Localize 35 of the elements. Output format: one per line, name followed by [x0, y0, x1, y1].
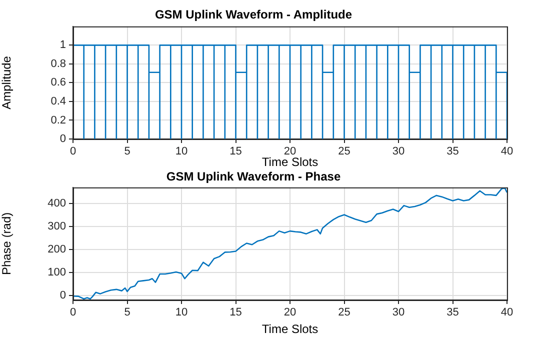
y-tick-label: 300: [48, 220, 66, 232]
x-tick-label: 5: [124, 306, 130, 319]
x-tick-label: 0: [70, 306, 76, 319]
y-tick-label: 400: [48, 198, 66, 210]
x-tick-label: 40: [500, 146, 514, 158]
y-tick-label: 0: [60, 133, 66, 146]
x-tick-label: 25: [338, 306, 350, 319]
y-tick-label: 0.4: [50, 96, 66, 108]
y-tick-label: 0.6: [50, 76, 66, 89]
x-tick-label: 35: [446, 306, 459, 319]
y-tick-label: 0: [60, 289, 66, 302]
x-tick-label: 20: [284, 146, 296, 158]
y-tick-label: 200: [48, 243, 66, 256]
x-tick-label: 30: [392, 146, 405, 158]
y-tick-label: 0.2: [50, 114, 66, 126]
x-tick-label: 20: [284, 306, 296, 319]
chart-title: GSM Uplink Waveform - Phase: [166, 170, 341, 184]
y-axis-title: Phase (rad): [0, 212, 14, 276]
x-tick-label: 5: [124, 146, 130, 158]
x-tick-label: 35: [446, 146, 459, 158]
x-tick-label: 15: [230, 146, 242, 158]
x-axis-title: Time Slots: [262, 155, 318, 170]
x-tick-label: 10: [175, 146, 188, 158]
y-tick-label: 100: [48, 266, 66, 278]
y-tick-label: 1: [60, 39, 66, 52]
x-tick-label: 25: [338, 146, 350, 158]
x-tick-label: 10: [175, 306, 188, 319]
x-tick-label: 30: [392, 306, 405, 319]
y-tick-label: 0.8: [50, 58, 66, 70]
y-axis-title: Amplitude: [0, 56, 14, 110]
x-axis-title: Time Slots: [262, 322, 318, 336]
chart-title: GSM Uplink Waveform - Amplitude: [154, 8, 352, 22]
x-tick-label: 15: [230, 306, 242, 319]
x-tick-label: 40: [500, 306, 514, 319]
x-tick-label: 0: [70, 146, 76, 158]
